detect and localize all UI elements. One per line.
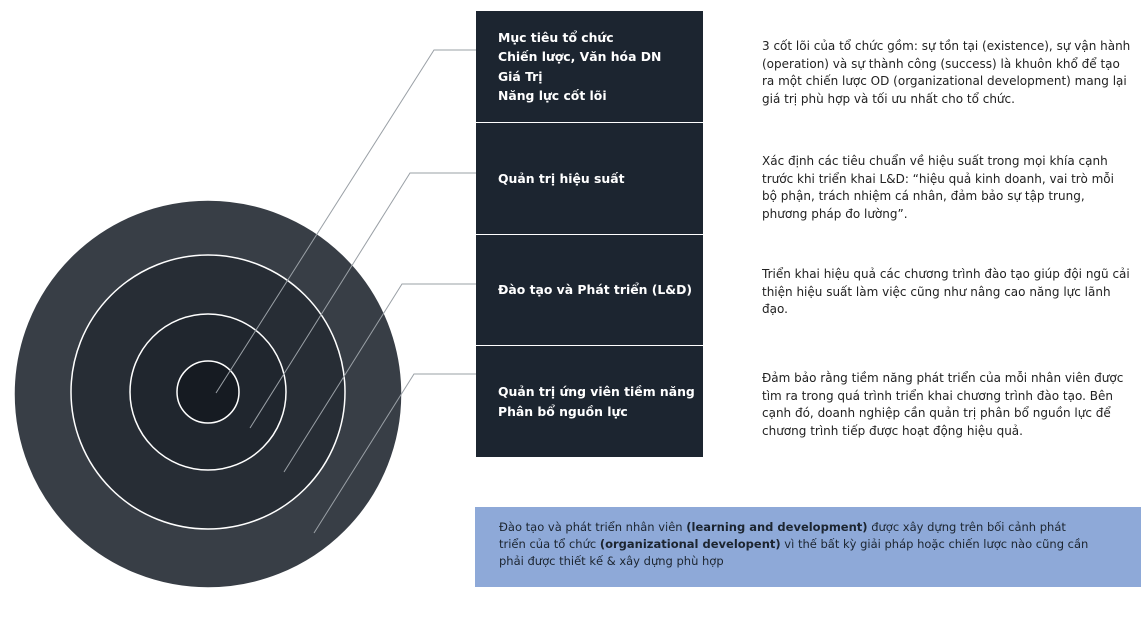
note-text-1: Đào tạo và phát triển nhân viên <box>499 520 687 534</box>
connector-line-2 <box>249 172 476 429</box>
block-1-line-3: Giá Trị <box>498 68 543 84</box>
description-1: 3 cốt lõi của tổ chức gồm: sự tồn tại (e… <box>762 39 1131 106</box>
description-4: Đảm bảo rằng tiềm năng phát triển của mỗ… <box>762 371 1124 438</box>
block-2-line-1: Quản trị hiệu suất <box>498 170 625 186</box>
connector-line-3 <box>283 283 476 473</box>
connector-line-1 <box>215 49 476 394</box>
block-1-line-2: Chiến lược, Văn hóa DN <box>498 49 662 64</box>
block-1-line-1: Mục tiêu tổ chức <box>498 29 614 45</box>
description-3: Triển khai hiệu quả các chương trình đào… <box>762 267 1130 316</box>
block-4-line-2: Phân bổ nguồn lực <box>498 403 628 419</box>
block-core-objectives: Mục tiêu tổ chức Chiến lược, Văn hóa DN … <box>476 11 703 122</box>
note-bold-1: (learning and development) <box>686 520 868 534</box>
note-bold-2: (organizational developent) <box>599 537 781 551</box>
block-talent-management: Quản trị ứng viên tiềm năng Phân bổ nguồ… <box>476 346 703 457</box>
block-4-line-1: Quản trị ứng viên tiềm năng <box>498 384 695 399</box>
block-3-line-1: Đào tạo và Phát triển (L&D) <box>498 282 693 298</box>
block-1-line-4: Năng lực cốt lõi <box>498 88 607 103</box>
layer-blocks: Mục tiêu tổ chức Chiến lược, Văn hóa DN … <box>476 11 703 457</box>
note-text-3: vì thế bất kỳ giải pháp hoặc chiến lược … <box>499 537 1089 568</box>
note-text-2: được xây dựng trên bối cảnh phát triển c… <box>499 520 1066 551</box>
connector-line-4 <box>313 373 476 534</box>
block-learning-development: Đào tạo và Phát triển (L&D) <box>476 235 703 345</box>
center-circle <box>176 360 240 424</box>
block-performance-management: Quản trị hiệu suất <box>476 123 703 234</box>
summary-note: Đào tạo và phát triển nhân viên (learnin… <box>475 507 1141 587</box>
description-2: Xác định các tiêu chuẩn về hiệu suất tro… <box>762 154 1114 221</box>
